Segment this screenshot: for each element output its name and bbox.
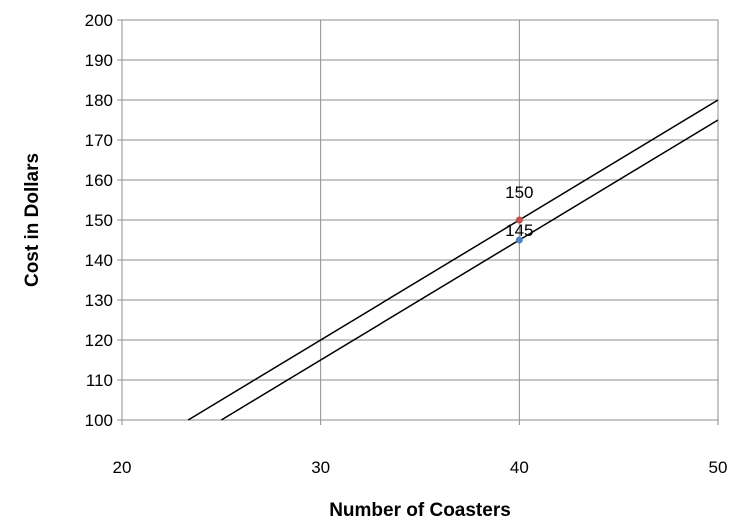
gridlines <box>117 19 719 425</box>
y-tick-label: 200 <box>85 11 113 30</box>
series-lines <box>187 99 719 421</box>
y-tick-label: 110 <box>86 371 113 390</box>
x-tick-label: 40 <box>510 458 529 477</box>
y-axis-tick-labels: 100 110 120 130 140 150 160 170 180 190 200 <box>85 11 113 430</box>
y-tick-label: 180 <box>85 91 113 110</box>
x-tick-label: 30 <box>311 458 330 477</box>
data-labels: 150 145 <box>505 183 533 240</box>
y-tick-label: 130 <box>85 291 113 310</box>
data-label-145: 145 <box>505 221 533 240</box>
y-tick-label: 170 <box>85 131 113 150</box>
x-tick-label: 20 <box>113 458 132 477</box>
series-line-1 <box>187 99 719 421</box>
x-tick-label: 50 <box>709 458 728 477</box>
y-tick-label: 100 <box>85 411 113 430</box>
data-point-145 <box>515 236 523 244</box>
x-axis-title: Number of Coasters <box>329 500 511 521</box>
x-axis-tick-labels: 20 30 40 50 <box>113 458 728 477</box>
data-label-150: 150 <box>505 183 533 202</box>
y-tick-label: 120 <box>85 331 113 350</box>
data-points <box>515 216 523 244</box>
y-tick-label: 140 <box>85 251 113 270</box>
y-tick-label: 150 <box>85 211 113 230</box>
plot-area-frame <box>121 19 719 421</box>
y-axis-title: Cost in Dollars <box>22 153 43 287</box>
data-point-150 <box>515 216 523 224</box>
y-tick-label: 190 <box>85 51 113 70</box>
series-line-2 <box>220 119 719 421</box>
y-tick-label: 160 <box>85 171 113 190</box>
